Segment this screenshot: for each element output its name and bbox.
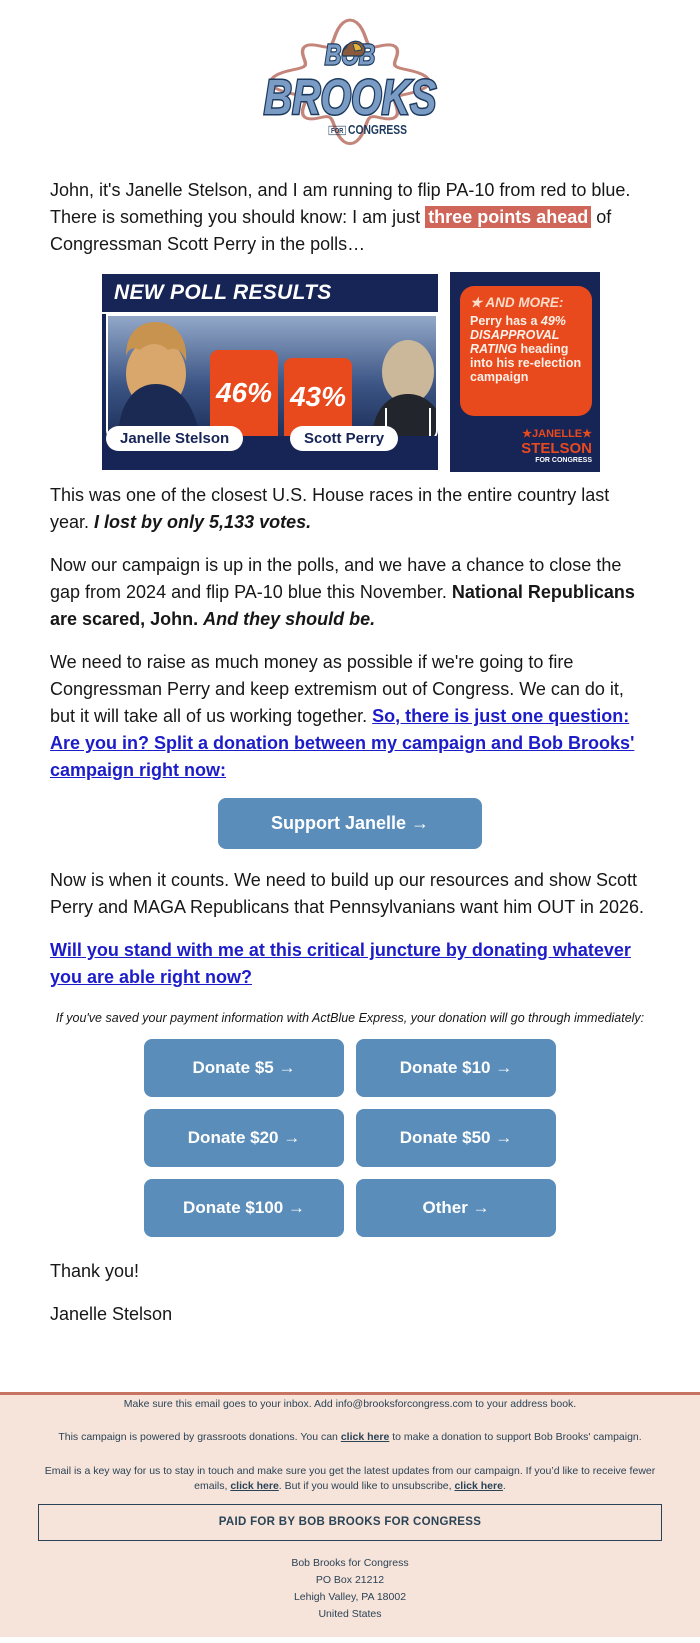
svg-text:FOR: FOR: [331, 127, 344, 135]
svg-text:BROOKS: BROOKS: [264, 71, 437, 125]
svg-text:CONGRESS: CONGRESS: [348, 123, 407, 137]
